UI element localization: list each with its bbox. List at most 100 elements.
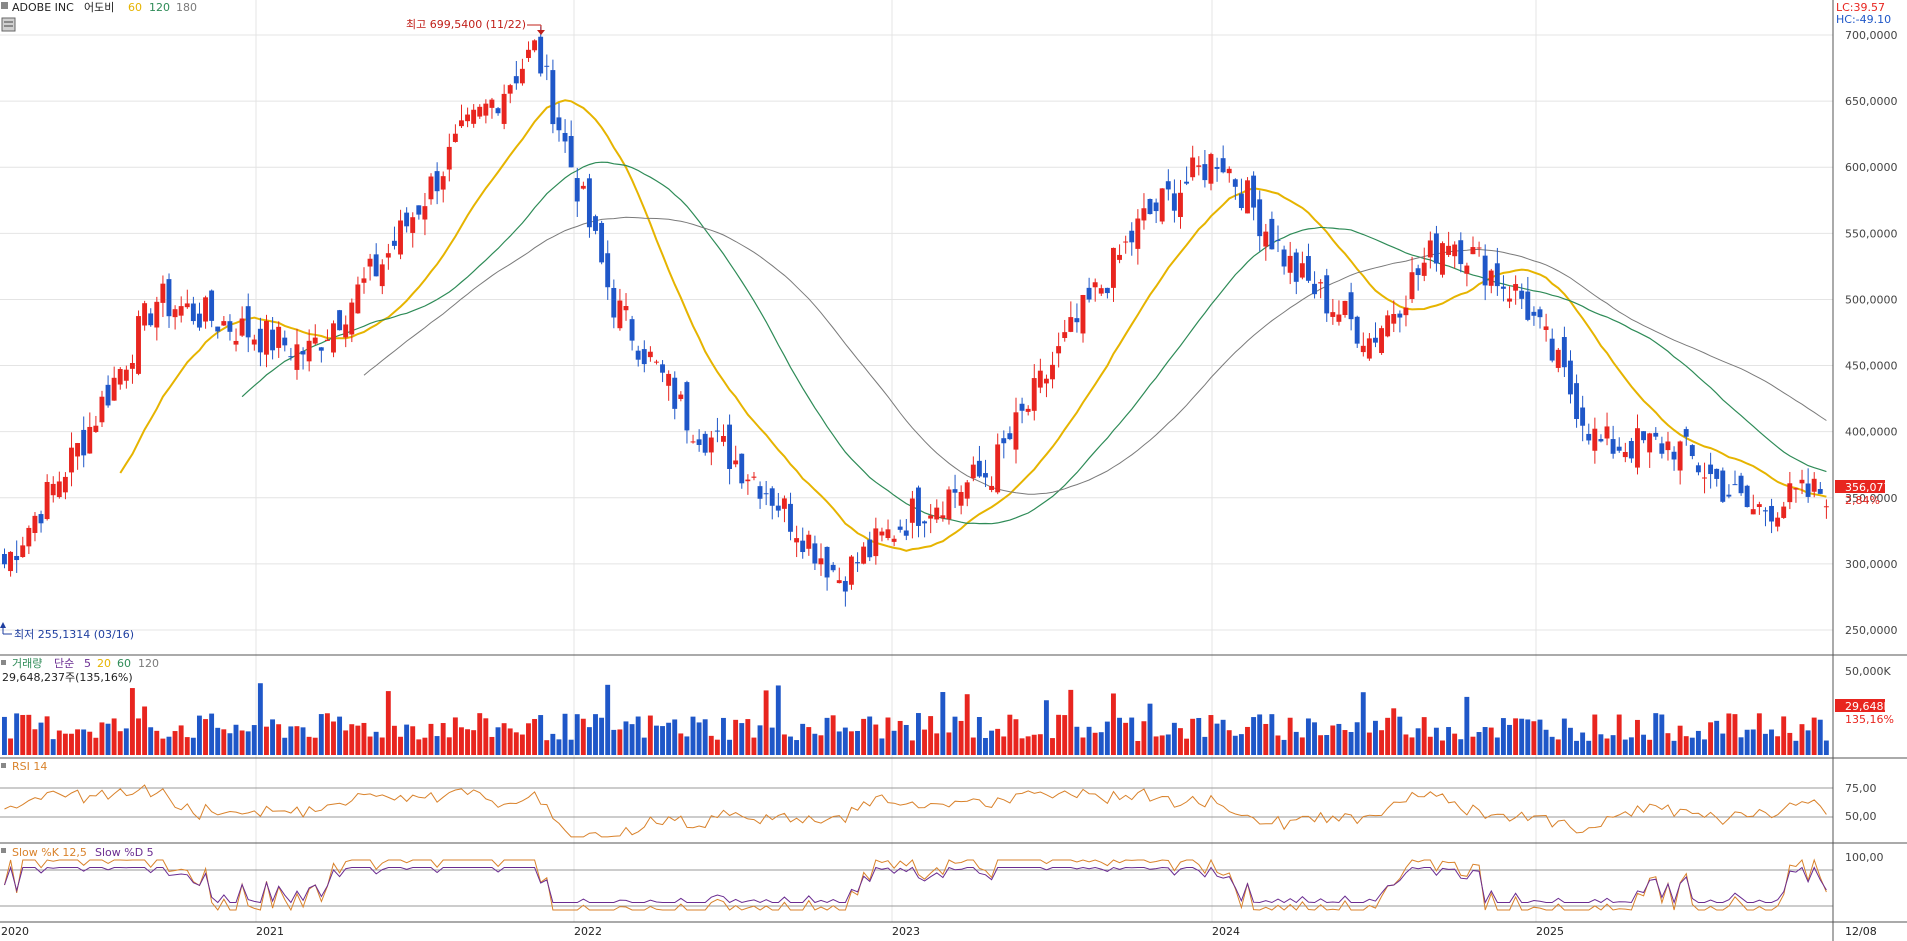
rsi-menu-icon[interactable] [1,763,6,768]
volume-bar [26,714,32,755]
candle-body [1385,315,1391,337]
volume-bar [526,723,531,755]
volume-bar [1043,700,1049,755]
volume-bar [294,726,300,755]
volume-bar [38,722,44,755]
volume-bar [1708,722,1714,755]
candle-body [550,70,556,125]
x-label-2024: 2024 [1212,925,1240,938]
volume-bar [75,729,81,755]
candle-body [1817,489,1823,494]
candle-body [8,551,13,572]
candle-body [580,185,586,189]
volume-bar [50,739,56,755]
volume-bar [1641,734,1646,755]
volume-bar [1549,736,1555,755]
candle-body [398,220,403,255]
candle-body [99,396,105,423]
candle-body [1092,282,1098,288]
volume-bar [617,729,623,755]
candle-body [245,306,251,338]
volume-bar [14,713,20,755]
moving-average-lines [119,99,1827,552]
volume-bar [1080,737,1086,755]
volume-bar [312,737,318,755]
candle-body [404,212,410,227]
volume-bar [769,727,775,755]
candle-body [903,530,909,536]
stoch-menu-icon[interactable] [1,848,6,853]
volume-bar [465,729,470,755]
candle-body [257,328,263,353]
candle-body [1013,412,1019,450]
volume-bar [257,683,263,755]
volume-bar [1226,730,1232,755]
volume-bar [934,733,940,755]
volume-bar [1799,724,1805,755]
volume-bar [69,733,74,755]
candle-body [1397,313,1403,318]
volume-bar [1074,726,1080,755]
volume-current-badge [1835,699,1885,712]
candle-body [1135,218,1141,249]
volume-menu-icon[interactable] [1,660,6,665]
stoch-tick: 100,00 [1845,851,1884,864]
volume-bar [1537,719,1543,755]
volume-bar [452,717,458,755]
candle-body [489,99,495,108]
volume-bar [1507,724,1512,755]
candle-body [471,109,477,124]
volume-bar [117,731,123,755]
price-tick-label: 550,0000 [1845,227,1898,240]
price-tick-label: 600,0000 [1845,161,1898,174]
candle-body [867,539,873,558]
volume-bar [1689,737,1695,755]
candle-body [148,313,154,326]
volume-bar [501,723,507,755]
candle-body [1293,252,1299,282]
volume-bar [1123,722,1129,755]
candle-body [922,521,927,524]
volume-bar [1397,716,1403,755]
volume-bar [495,727,501,755]
grid-toggle-icon[interactable] [1,17,16,32]
candle-body [1446,245,1452,255]
volume-bar [1440,740,1445,755]
volume-bar [221,729,227,755]
volume-bar [379,737,385,755]
candle-body [105,384,111,406]
volume-bar [678,733,684,755]
menu-icon[interactable] [1,2,8,9]
candle-body [824,546,830,578]
candle-body [1220,158,1226,173]
candle-body [1433,233,1439,264]
volume-bar [550,733,556,755]
candle-body [142,303,148,326]
candle-body [1592,428,1598,451]
volume-bar [446,737,452,755]
volume-bar [343,730,349,755]
candle-body [1318,282,1324,284]
candle-body [1689,445,1695,457]
candle-body [1238,193,1244,209]
volume-bar [952,716,958,755]
candle-body [1604,426,1610,439]
price-tick-label: 500,0000 [1845,293,1898,306]
candle-body [233,340,239,345]
candle-body [264,320,269,355]
volume-bar [891,730,897,755]
volume-bar [1738,737,1744,755]
ma180-label: 180 [176,1,197,14]
volume-bar [964,694,970,755]
candle-body [69,447,74,473]
candle-body [1019,403,1025,411]
volume-bar [1781,716,1787,755]
candle-body [976,460,982,477]
candle-body [203,297,208,322]
candle-body [855,562,860,564]
price-tick-label: 400,0000 [1845,426,1898,439]
candle-body [154,301,160,328]
candle-body [434,171,440,192]
volume-bar [184,737,190,755]
